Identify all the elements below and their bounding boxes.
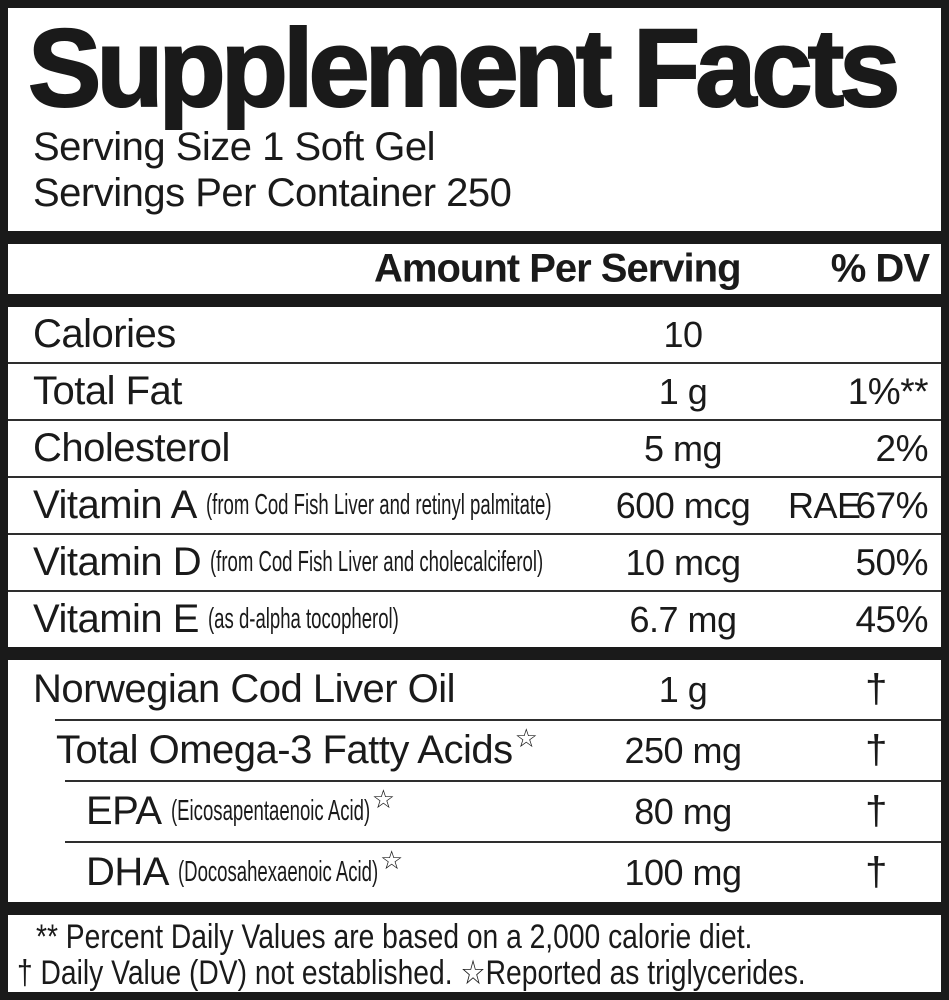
nutrient-amount: 10: [663, 313, 703, 355]
nutrient-amount: 250 mg: [624, 729, 742, 771]
nutrient-qualifier: (from Cod Fish Liver and retinyl palmita…: [205, 489, 552, 521]
nutrient-dv: †: [865, 789, 887, 833]
nutrient-footnote-star: ☆: [514, 723, 538, 753]
nutrient-dv: 1%**: [847, 370, 929, 412]
servings-per-container-text: Servings Per Container 250: [33, 171, 512, 216]
row-divider: [8, 533, 941, 535]
thick-separator-4: [8, 902, 941, 915]
nutrient-name: DHA: [86, 850, 169, 894]
nutrient-dv: 45%: [855, 598, 928, 640]
nutrient-qualifier: (from Cod Fish Liver and cholecalciferol…: [210, 546, 544, 578]
header-section: Supplement Facts Serving Size 1 Soft Gel…: [8, 8, 941, 231]
nutrient-row: DHA (Docosahexaenoic Acid) ☆ 100 mg †: [8, 843, 941, 902]
nutrient-amount: 600 mcg: [615, 484, 751, 526]
nutrient-row: Calories 10: [8, 307, 941, 362]
nutrient-row: Total Omega-3 Fatty Acids ☆ 250 mg †: [8, 721, 941, 780]
nutrient-dv: †: [865, 728, 887, 772]
nutrient-row: Total Fat 1 g 1%**: [8, 364, 941, 419]
page-title: Supplement Facts: [27, 7, 901, 130]
nutrient-row: Vitamin E (as d-alpha tocopherol) 6.7 mg…: [8, 592, 941, 647]
nutrient-amount: 80 mg: [634, 790, 732, 832]
amount-per-serving-header: Amount Per Serving: [374, 246, 742, 291]
nutrient-qualifier: (as d-alpha tocopherol): [207, 603, 399, 635]
nutrient-rows-oil: Norwegian Cod Liver Oil 1 g † Total Omeg…: [8, 660, 941, 902]
row-divider: [8, 476, 941, 478]
nutrient-dv: 50%: [855, 541, 928, 583]
row-divider: [65, 780, 941, 782]
nutrient-name: Total Omega-3 Fatty Acids: [56, 728, 513, 772]
nutrient-footnote-star: ☆: [371, 784, 396, 814]
nutrient-row: Vitamin A (from Cod Fish Liver and retin…: [8, 478, 941, 533]
footnote-line-2-text: † Daily Value (DV) not established. ☆Rep…: [17, 953, 806, 992]
thick-separator-1: [8, 231, 941, 244]
nutrient-row: Cholesterol 5 mg 2%: [8, 421, 941, 476]
nutrient-dv: 67%: [855, 484, 928, 526]
nutrient-amount: 1 g: [658, 370, 708, 412]
nutrient-row: EPA (Eicosapentaenoic Acid) ☆ 80 mg †: [8, 782, 941, 841]
serving-size-text: Serving Size 1 Soft Gel: [33, 125, 436, 169]
nutrient-amount: 5 mg: [643, 427, 723, 469]
nutrient-qualifier: (Eicosapentaenoic Acid): [170, 795, 370, 827]
column-header-row: Amount Per Serving % DV: [8, 244, 941, 294]
footnote-line-1-text: ** Percent Daily Values are based on a 2…: [36, 918, 753, 956]
nutrient-amount: 1 g: [658, 668, 708, 710]
row-divider: [65, 841, 941, 843]
nutrient-dv: 2%: [875, 427, 929, 469]
row-divider: [8, 362, 941, 364]
row-divider: [8, 590, 941, 592]
nutrient-name: Total Fat: [33, 369, 182, 413]
thick-separator-2: [8, 294, 941, 307]
nutrient-amount: 10 mcg: [625, 541, 741, 583]
nutrient-name: Vitamin A: [33, 483, 197, 527]
footnote-line-1: ** Percent Daily Values are based on a 2…: [8, 918, 941, 956]
nutrient-rows-main: Calories 10 Total Fat 1 g 1%** Cholester…: [8, 307, 941, 647]
nutrient-amount: 100 mg: [624, 851, 742, 893]
nutrient-qualifier: (Docosahexaenoic Acid): [177, 856, 379, 888]
nutrient-name: EPA: [86, 789, 162, 833]
nutrient-dv: †: [865, 850, 887, 894]
nutrient-row: Vitamin D (from Cod Fish Liver and chole…: [8, 535, 941, 590]
nutrient-footnote-star: ☆: [380, 845, 404, 875]
nutrient-amount: 6.7 mg: [629, 598, 737, 640]
footnotes: ** Percent Daily Values are based on a 2…: [8, 915, 941, 992]
nutrient-name: Calories: [33, 312, 176, 356]
nutrient-name: Norwegian Cod Liver Oil: [33, 667, 456, 711]
footnote-line-2: † Daily Value (DV) not established. ☆Rep…: [8, 953, 941, 992]
row-divider: [55, 719, 941, 721]
nutrient-amount-unit-suffix: RAE: [788, 484, 861, 526]
nutrient-name: Vitamin E: [33, 597, 199, 641]
nutrient-row: Norwegian Cod Liver Oil 1 g †: [8, 660, 941, 719]
nutrient-dv: †: [865, 667, 887, 711]
nutrient-name: Vitamin D: [33, 540, 202, 584]
row-divider: [8, 419, 941, 421]
nutrient-name: Cholesterol: [33, 426, 230, 470]
thick-separator-3: [8, 647, 941, 660]
percent-dv-header: % DV: [830, 246, 930, 291]
